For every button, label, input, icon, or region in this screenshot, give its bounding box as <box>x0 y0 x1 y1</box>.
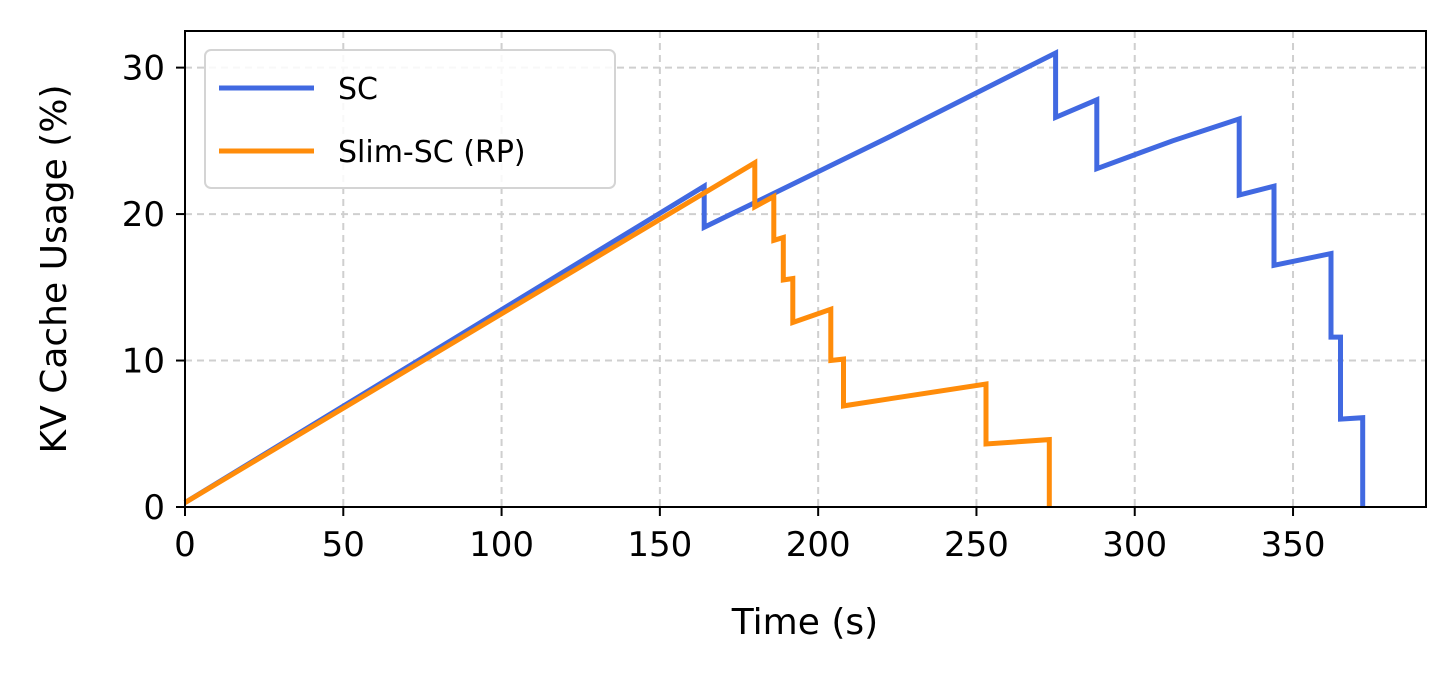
y-tick-label: 10 <box>122 342 165 382</box>
plot-frame <box>184 30 1427 508</box>
y-tick-label: 30 <box>122 49 165 89</box>
x-axis-label: Time (s) <box>731 602 878 643</box>
x-tick-label: 200 <box>786 525 851 565</box>
x-tick-label: 250 <box>944 525 1009 565</box>
y-tick-label: 20 <box>122 195 165 235</box>
x-tick-label: 50 <box>322 525 365 565</box>
axis-ticks: 0 50 100 150 200 250 300 350 0 10 20 30 <box>122 49 1326 565</box>
series-line-slim-sc-rp <box>183 158 1052 507</box>
x-tick-label: 0 <box>174 525 196 565</box>
y-tick-label: 0 <box>143 488 165 528</box>
x-tick-label: 100 <box>469 525 534 565</box>
x-tick-label: 350 <box>1261 525 1326 565</box>
legend: SC Slim-SC (RP) <box>204 49 616 189</box>
series-layer <box>183 48 1366 507</box>
series-line-sc <box>183 48 1366 507</box>
x-tick-label: 150 <box>627 525 692 565</box>
legend-label-slim-sc-rp: Slim-SC (RP) <box>338 135 526 170</box>
x-tick-label: 300 <box>1102 525 1167 565</box>
y-axis-label: KV Cache Usage (%) <box>34 85 75 454</box>
legend-label-sc: SC <box>338 72 378 107</box>
